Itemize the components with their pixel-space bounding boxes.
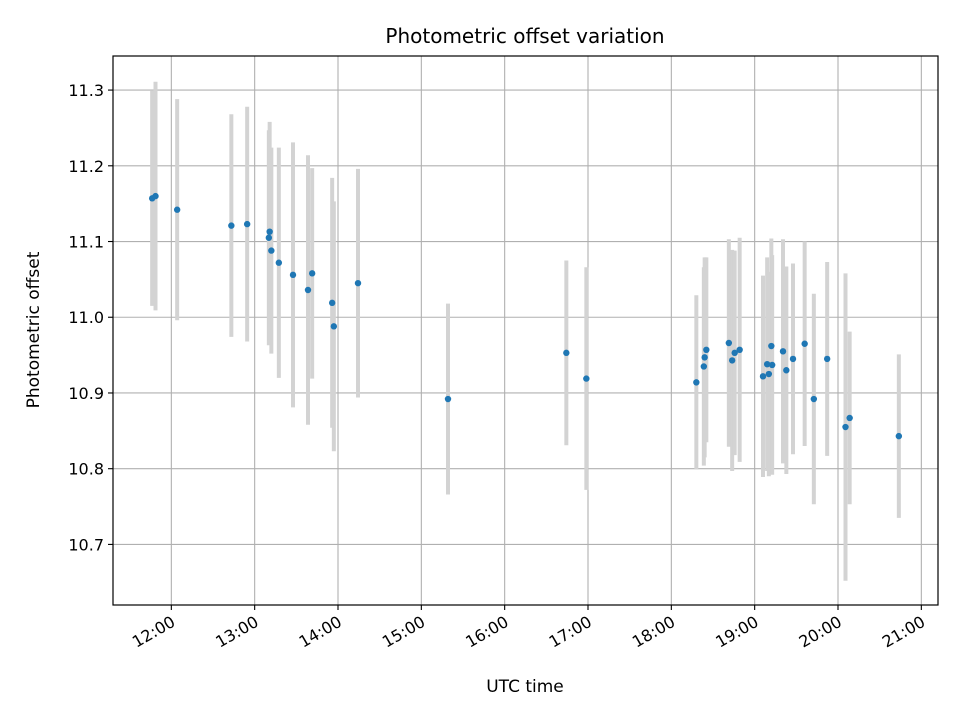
data-point bbox=[783, 367, 790, 374]
y-tick-label: 11.0 bbox=[68, 308, 104, 327]
data-points bbox=[148, 192, 903, 440]
data-point bbox=[846, 414, 853, 422]
y-tick-label: 10.9 bbox=[68, 384, 104, 403]
data-point bbox=[789, 355, 797, 363]
data-point bbox=[173, 206, 181, 213]
data-point bbox=[583, 375, 590, 382]
data-point bbox=[703, 346, 710, 354]
y-axis-ticks: 10.7 10.8 10.9 11.0 11.1 11.2 11.3 bbox=[68, 81, 113, 554]
data-point bbox=[728, 357, 736, 364]
data-point bbox=[701, 354, 708, 361]
y-tick-label: 10.8 bbox=[68, 460, 104, 479]
data-point bbox=[152, 192, 159, 200]
plot-frame bbox=[112, 55, 939, 606]
chart-title: Photometric offset variation bbox=[385, 24, 664, 48]
data-point bbox=[700, 363, 708, 370]
y-tick-label: 11.2 bbox=[68, 157, 104, 176]
y-tick-label: 10.7 bbox=[68, 535, 104, 554]
data-point bbox=[289, 271, 297, 279]
data-point bbox=[810, 395, 818, 403]
data-point bbox=[779, 348, 787, 355]
data-point bbox=[354, 279, 362, 287]
data-point bbox=[765, 370, 773, 378]
data-point bbox=[266, 228, 273, 235]
y-tick-label: 11.3 bbox=[68, 81, 104, 100]
data-point bbox=[759, 373, 767, 380]
y-tick-label: 11.1 bbox=[68, 233, 104, 252]
data-point bbox=[328, 299, 336, 307]
data-point bbox=[228, 222, 235, 229]
data-point bbox=[725, 339, 733, 347]
data-point bbox=[563, 349, 570, 357]
data-point bbox=[243, 220, 251, 228]
data-point bbox=[731, 349, 738, 357]
data-point bbox=[444, 395, 452, 403]
data-point bbox=[275, 259, 283, 266]
data-point bbox=[842, 423, 849, 431]
data-point bbox=[895, 432, 903, 440]
x-axis-label: UTC time bbox=[486, 677, 564, 697]
data-point bbox=[768, 342, 775, 350]
data-point bbox=[304, 286, 312, 294]
data-point bbox=[763, 360, 771, 368]
data-point bbox=[330, 323, 338, 330]
data-point bbox=[768, 361, 776, 369]
data-point bbox=[693, 379, 700, 386]
data-point bbox=[801, 340, 808, 347]
data-point bbox=[268, 247, 275, 254]
data-point bbox=[308, 270, 316, 277]
data-point bbox=[823, 355, 831, 363]
data-point bbox=[736, 346, 743, 354]
data-point bbox=[265, 234, 273, 241]
y-axis-label: Photometric offset bbox=[24, 251, 44, 408]
